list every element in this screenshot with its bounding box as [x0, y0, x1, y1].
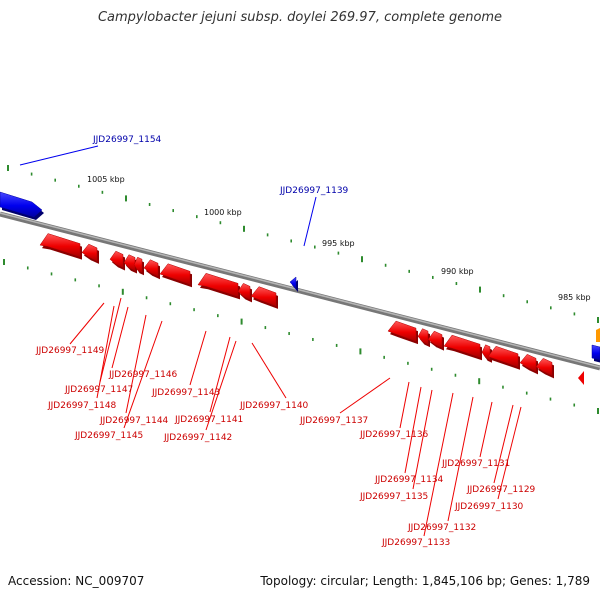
- reverse-gene-arrow: [519, 353, 537, 372]
- reverse-gene-arrow: [427, 330, 443, 349]
- scale-label: 990 kbp: [441, 267, 474, 276]
- reverse-leader-line: [404, 386, 422, 474]
- reverse-leader-line: [399, 381, 410, 429]
- genome-backbone-highlight: [0, 212, 600, 368]
- reverse-leader-line: [339, 377, 391, 414]
- reverse-gene-label: JJD26997_1133: [381, 538, 450, 548]
- forward-gene-arrow: [591, 344, 600, 361]
- scale-label: 995 kbp: [322, 239, 355, 248]
- genome-backbone: [0, 211, 600, 371]
- reverse-gene-arrow: [159, 263, 191, 285]
- reverse-gene-label: JJD26997_1135: [359, 492, 428, 502]
- scale-label: 1005 kbp: [87, 175, 125, 184]
- reverse-leader-line: [111, 306, 129, 369]
- forward-leader-line: [19, 145, 99, 166]
- forward-gene-arrow: [289, 276, 297, 290]
- forward-gene-arrow: [0, 191, 43, 218]
- other-gene-feature: [596, 328, 600, 342]
- reverse-gene-arrow: [250, 286, 277, 307]
- reverse-gene-arrow: [39, 233, 81, 257]
- reverse-gene-label: JJD26997_1134: [374, 475, 444, 485]
- scale-labels: 1005 kbp 1000 kbp 995 kbp 990 kbp 985 kbp: [87, 175, 591, 302]
- reverse-leader-line: [447, 396, 474, 522]
- reverse-gene-label: JJD26997_1149: [35, 346, 105, 356]
- reverse-gene-arrow: [578, 371, 584, 385]
- reverse-leader-line: [99, 297, 122, 383]
- reverse-leader-line: [69, 302, 105, 345]
- reverse-leader-line: [493, 404, 514, 484]
- reverse-gene-label: JJD26997_1130: [454, 502, 524, 512]
- reverse-gene-label: JJD26997_1142: [163, 433, 232, 443]
- reverse-gene-label: JJD26997_1143: [151, 388, 220, 398]
- forward-gene-label: JJD26997_1154: [92, 135, 162, 145]
- reverse-leader-line: [209, 336, 231, 413]
- reverse-gene-arrow: [535, 358, 553, 376]
- reverse-leader-line: [412, 389, 433, 490]
- forward-leader-line: [303, 196, 317, 247]
- reverse-gene-arrow: [417, 328, 429, 345]
- reverse-gene-arrow: [81, 243, 98, 262]
- reverse-gene-label: JJD26997_1131: [441, 459, 510, 469]
- reverse-leader-line: [497, 406, 522, 500]
- reverse-gene-arrow: [481, 344, 491, 361]
- reverse-gene-label: JJD26997_1144: [99, 416, 169, 426]
- reverse-gene-label: JJD26997_1146: [108, 370, 178, 380]
- reverse-leader-line: [423, 392, 454, 537]
- reverse-gene-arrow: [237, 283, 251, 300]
- gene-labels: JJD26997_1154 JJD26997_1139 JJD26997_1149 J…: [35, 135, 536, 548]
- label-leader-lines: [19, 145, 522, 537]
- scale-ticks: [3, 165, 599, 414]
- reverse-gene-arrow: [143, 259, 159, 277]
- reverse-gene-label: JJD26997_1132: [407, 523, 476, 533]
- reverse-gene-label: JJD26997_1145: [74, 431, 143, 441]
- reverse-leader-line: [123, 320, 163, 429]
- reverse-gene-arrow: [487, 345, 519, 368]
- reverse-gene-label: JJD26997_1129: [466, 485, 536, 495]
- gene-features: [0, 191, 600, 385]
- reverse-gene-label: JJD26997_1140: [239, 401, 309, 411]
- scale-label: 1000 kbp: [204, 208, 242, 217]
- reverse-gene-arrow: [443, 334, 481, 358]
- reverse-leader-line: [125, 314, 147, 414]
- genome-summary-text: Topology: circular; Length: 1,845,106 bp…: [260, 574, 590, 588]
- reverse-leader-line: [189, 330, 207, 386]
- page-title: Campylobacter jejuni subsp. doylei 269.9…: [97, 10, 503, 25]
- reverse-gene-label: JJD26997_1147: [64, 385, 133, 395]
- reverse-gene-arrow: [387, 320, 417, 342]
- reverse-leader-line: [205, 340, 237, 431]
- reverse-gene-label: JJD26997_1148: [47, 401, 117, 411]
- reverse-gene-label: JJD26997_1141: [174, 415, 243, 425]
- reverse-gene-arrow: [133, 256, 143, 273]
- reverse-gene-label: JJD26997_1137: [299, 416, 368, 426]
- reverse-gene-arrow: [123, 254, 136, 271]
- reverse-leader-line: [251, 342, 287, 399]
- reverse-leader-line: [479, 401, 493, 458]
- reverse-leader-line: [96, 305, 115, 399]
- accession-text: Accession: NC_009707: [8, 574, 145, 588]
- reverse-gene-label: JJD26997_1136: [359, 430, 429, 440]
- forward-gene-label: JJD26997_1139: [279, 186, 349, 196]
- reverse-gene-arrow: [197, 273, 239, 297]
- scale-label: 985 kbp: [558, 293, 591, 302]
- reverse-gene-arrow: [109, 250, 124, 268]
